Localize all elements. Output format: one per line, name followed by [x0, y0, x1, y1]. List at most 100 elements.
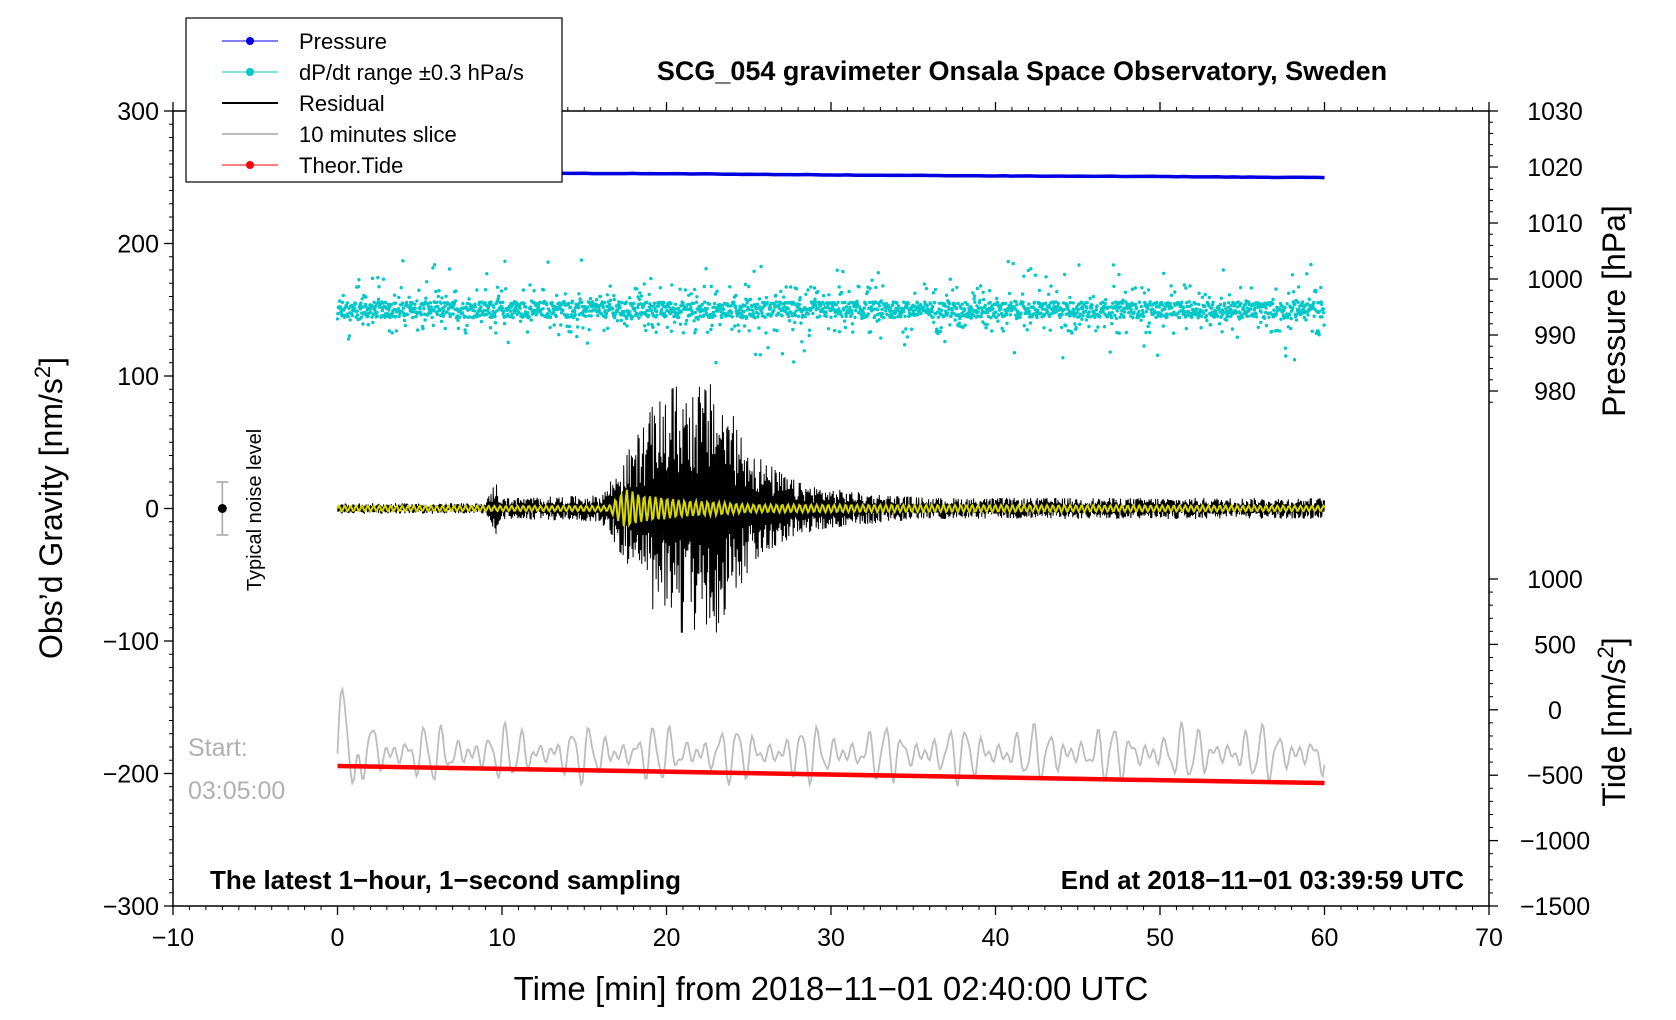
dpdt-point: [446, 301, 450, 306]
dpdt-point: [1285, 302, 1289, 306]
dpdt-point: [782, 295, 786, 299]
dpdt-point: [963, 323, 967, 327]
dpdt-point: [1214, 309, 1218, 313]
dpdt-point: [1108, 350, 1112, 354]
dpdt-point: [456, 318, 460, 323]
dpdt-point: [417, 288, 421, 292]
dpdt-point: [1257, 301, 1262, 306]
dpdt-point: [402, 318, 407, 323]
dpdt-point: [1203, 292, 1207, 297]
dpdt-point: [400, 301, 405, 305]
dpdt-point: [961, 314, 966, 318]
dpdt-point: [610, 307, 615, 311]
dpdt-point: [1112, 284, 1116, 288]
dpdt-point: [1000, 326, 1004, 331]
dpdt-point: [899, 315, 903, 319]
dpdt-point: [1306, 313, 1310, 317]
dpdt-point: [1240, 315, 1245, 320]
dpdt-point: [1141, 308, 1145, 313]
dpdt-point: [943, 339, 947, 344]
dpdt-point: [366, 323, 370, 327]
dpdt-point: [946, 305, 950, 309]
dpdt-point: [1046, 312, 1050, 316]
dpdt-point: [822, 302, 826, 306]
dpdt-point: [850, 322, 855, 326]
dpdt-point: [475, 314, 479, 319]
dpdt-point: [1110, 322, 1114, 326]
dpdt-point: [881, 315, 886, 320]
dpdt-point: [811, 311, 815, 316]
dpdt-point: [833, 314, 838, 318]
dpdt-point: [628, 310, 632, 314]
dpdt-point: [672, 314, 676, 319]
dpdt-point: [1247, 302, 1251, 307]
dpdt-point: [541, 307, 545, 311]
dpdt-point: [842, 319, 847, 323]
dpdt-point: [639, 294, 644, 298]
dpdt-point: [483, 301, 487, 305]
dpdt-point: [713, 292, 718, 296]
legend-swatch-marker: [246, 37, 254, 45]
dpdt-point: [931, 315, 935, 319]
dpdt-point: [361, 322, 365, 326]
dpdt-point: [483, 288, 488, 292]
dpdt-point: [615, 319, 620, 323]
dpdt-point: [950, 308, 954, 312]
dpdt-point: [843, 325, 848, 330]
dpdt-point: [1302, 315, 1307, 320]
dpdt-point: [880, 312, 885, 316]
dpdt-point: [415, 299, 419, 303]
dpdt-point: [1298, 304, 1302, 308]
dpdt-point: [686, 302, 690, 307]
dpdt-point: [873, 314, 877, 318]
dpdt-point: [930, 305, 935, 309]
dpdt-point: [622, 322, 627, 326]
dpdt-point: [615, 310, 619, 314]
dpdt-point: [569, 330, 573, 334]
dpdt-point: [622, 309, 626, 314]
dpdt-point: [1075, 311, 1080, 315]
dpdt-point: [796, 314, 801, 318]
legend-box: [185, 17, 563, 183]
dpdt-point: [1297, 307, 1301, 312]
dpdt-point: [755, 302, 760, 306]
dpdt-point: [931, 291, 936, 295]
dpdt-point: [1085, 300, 1089, 305]
dpdt-point: [983, 322, 987, 326]
dpdt-point: [1262, 316, 1267, 320]
dpdt-point: [880, 307, 884, 312]
dpdt-point: [341, 293, 345, 298]
dpdt-point: [978, 298, 982, 303]
dpdt-point: [1096, 325, 1100, 329]
dpdt-point: [1210, 306, 1214, 310]
dpdt-point: [766, 346, 770, 350]
dpdt-point: [763, 315, 767, 319]
dpdt-point: [905, 305, 909, 310]
legend-label: 10 minutes slice: [299, 122, 457, 147]
dpdt-point: [703, 300, 707, 304]
dpdt-point: [450, 305, 455, 310]
dpdt-point: [928, 302, 933, 306]
dpdt-point: [1268, 303, 1272, 308]
dpdt-point: [919, 311, 923, 316]
dpdt-point: [1305, 272, 1309, 276]
dpdt-point: [779, 289, 783, 294]
dpdt-point: [598, 294, 602, 299]
dpdt-point: [580, 300, 584, 304]
y-pressure-tick-label: 1010: [1527, 210, 1583, 238]
dpdt-point: [884, 309, 888, 313]
dpdt-point: [851, 330, 855, 334]
dpdt-point: [1222, 301, 1227, 306]
dpdt-point: [456, 326, 461, 331]
dpdt-point: [678, 322, 683, 326]
dpdt-point: [578, 297, 582, 301]
dpdt-point: [403, 323, 408, 328]
dpdt-point: [401, 306, 405, 310]
dpdt-point: [813, 300, 818, 304]
dpdt-point: [432, 263, 437, 267]
dpdt-point: [1204, 314, 1209, 318]
dpdt-point: [1165, 315, 1169, 319]
dpdt-point: [1155, 353, 1160, 357]
dpdt-point: [1317, 333, 1321, 337]
dpdt-point: [1132, 310, 1136, 314]
